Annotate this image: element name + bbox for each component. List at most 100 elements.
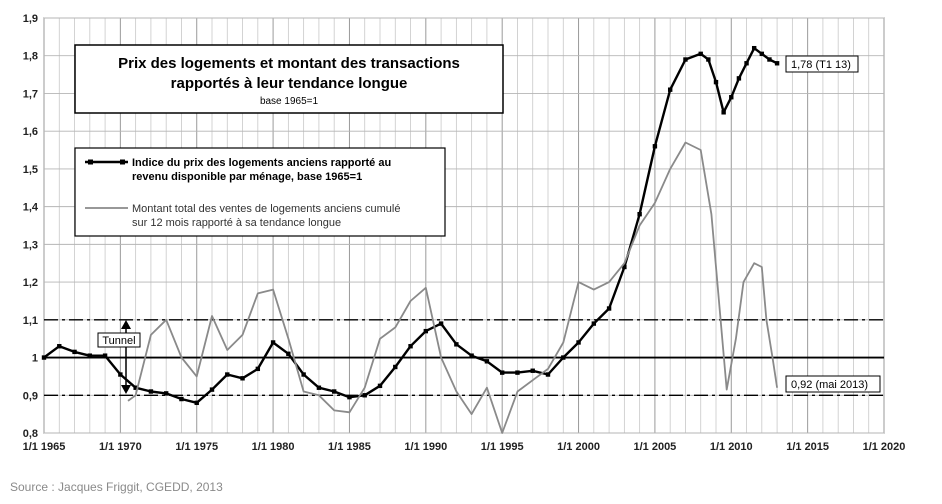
- y-tick-label: 1,4: [23, 202, 39, 214]
- series-point-price-index: [652, 144, 658, 149]
- series-point-price-index: [751, 45, 757, 51]
- series-line-transactions: [127, 141, 778, 434]
- series-point-price-index: [729, 95, 734, 100]
- tunnel-label: Tunnel: [102, 335, 135, 347]
- last-grey-label-box: [785, 375, 881, 393]
- x-tick-label: 1/1 2010: [710, 441, 753, 453]
- y-tick-label: 1: [32, 353, 38, 365]
- series-point-price-index: [683, 57, 688, 62]
- legend-marker-black-2: [120, 159, 125, 165]
- x-tick-label: 1/1 2020: [863, 441, 906, 453]
- x-tick-label: 1/1 1980: [252, 441, 295, 453]
- title-box: [74, 44, 504, 114]
- series-point-price-index: [774, 61, 780, 66]
- series-point-price-index: [347, 394, 352, 400]
- x-tick-label: 1/1 1975: [175, 441, 218, 453]
- x-tick-label: 1/1 1990: [404, 441, 447, 453]
- series-point-price-index: [270, 340, 276, 345]
- series-point-price-index: [316, 385, 322, 390]
- y-tick-label: 1,2: [23, 277, 38, 289]
- series-point-price-index: [736, 76, 742, 81]
- legend-box: [74, 147, 446, 237]
- series-point-price-index: [713, 79, 719, 85]
- series-point-price-index: [255, 366, 261, 372]
- tunnel-label-box: [97, 332, 141, 348]
- y-tick-label: 1,3: [23, 239, 38, 251]
- series-layer: [41, 45, 780, 434]
- series-point-price-index: [301, 372, 306, 377]
- series-point-price-index: [767, 57, 772, 62]
- x-tick-label: 1/1 1995: [481, 441, 524, 453]
- series-point-price-index: [423, 328, 429, 334]
- y-tick-label: 0,9: [23, 390, 38, 402]
- series-point-price-index: [331, 389, 337, 394]
- series-point-price-index: [706, 57, 711, 62]
- y-tick-label: 1,5: [23, 164, 38, 176]
- series-point-price-index: [759, 51, 765, 57]
- series-point-price-index: [622, 264, 627, 270]
- legend-label-grey-line2: sur 12 mois rapporté à sa tendance longu…: [132, 217, 341, 229]
- series-point-price-index: [606, 306, 612, 311]
- series-point-price-index: [87, 353, 93, 358]
- series-point-price-index: [698, 51, 703, 57]
- series-point-price-index: [545, 372, 551, 377]
- source-caption: Source : Jacques Friggit, CGEDD, 2013: [10, 480, 223, 494]
- x-tick-label: 1/1 1970: [99, 441, 142, 453]
- series-point-price-index: [362, 393, 367, 398]
- tunnel-arrow-head-down: [121, 385, 131, 394]
- x-tick-label: 1/1 2005: [633, 441, 676, 453]
- series-point-price-index: [721, 110, 726, 115]
- chart: 0,8 0,9 1 1,1 1,2 1,3 1,4 1,5 1,6 1,7 1,8 1,9 1/1 1…: [22, 13, 906, 453]
- series-point-price-index: [240, 376, 245, 381]
- series-point-price-index: [499, 370, 505, 375]
- y-tick-label: 1,9: [23, 13, 38, 25]
- series-point-price-index: [41, 355, 47, 360]
- y-tick-label: 1,6: [23, 126, 38, 138]
- y-tick-label: 1,1: [23, 315, 38, 327]
- chart-title-line2: rapportés à leur tendance longue: [171, 75, 408, 92]
- series-point-price-index: [454, 342, 459, 347]
- series-point-price-index: [194, 400, 199, 406]
- y-axis-ticks: 0,8 0,9 1 1,1 1,2 1,3 1,4 1,5 1,6 1,7 1,8 1,9: [23, 13, 39, 440]
- series-point-price-index: [72, 349, 77, 355]
- chart-subtitle: base 1965=1: [260, 96, 319, 107]
- series-point-price-index: [469, 353, 474, 358]
- series-point-price-index: [484, 359, 490, 364]
- series-point-price-index: [225, 372, 230, 377]
- legend: Indice du prix des logements anciens rap…: [74, 147, 446, 237]
- y-tick-label: 1,8: [23, 51, 38, 63]
- legend-label-black-line1: Indice du prix des logements anciens rap…: [132, 157, 391, 169]
- tunnel-arrow-head-up: [121, 320, 131, 329]
- series-point-price-index: [209, 387, 215, 392]
- series-point-price-index: [515, 370, 520, 375]
- y-tick-label: 1,7: [23, 88, 38, 100]
- series-line-price-index: [43, 47, 778, 404]
- legend-marker-black-1: [88, 159, 93, 165]
- x-tick-label: 1/1 2000: [557, 441, 600, 453]
- series-point-price-index: [118, 372, 123, 377]
- last-black-label-box: [785, 55, 859, 73]
- last-grey-label: 0,92 (mai 2013): [791, 379, 868, 391]
- series-point-price-index: [744, 61, 749, 66]
- x-tick-label: 1/1 2015: [786, 441, 829, 453]
- series-point-price-index: [377, 383, 383, 389]
- series-point-price-index: [393, 364, 398, 370]
- series-point-price-index: [286, 351, 291, 356]
- series-point-price-index: [438, 321, 444, 326]
- x-tick-label: 1/1 1965: [23, 441, 66, 453]
- series-point-price-index: [667, 87, 673, 92]
- x-tick-label: 1/1 1985: [328, 441, 371, 453]
- series-point-price-index: [637, 211, 642, 217]
- series-point-price-index: [576, 340, 581, 345]
- series-point-price-index: [148, 389, 154, 394]
- legend-label-grey-line1: Montant total des ventes de logements an…: [132, 203, 400, 215]
- x-axis-ticks: 1/1 1965 1/1 1970 1/1 1975 1/1 1980 1/1 1985…: [23, 441, 906, 453]
- series-point-price-index: [57, 344, 62, 349]
- series-point-price-index: [408, 344, 413, 349]
- title-block: Prix des logements et montant des transa…: [74, 44, 504, 114]
- series-point-price-index: [591, 321, 597, 326]
- last-black-label: 1,78 (T1 13): [791, 59, 851, 71]
- series-point-price-index: [179, 396, 184, 402]
- series-point-price-index: [102, 353, 108, 358]
- tunnel-annotation: Tunnel: [97, 320, 141, 394]
